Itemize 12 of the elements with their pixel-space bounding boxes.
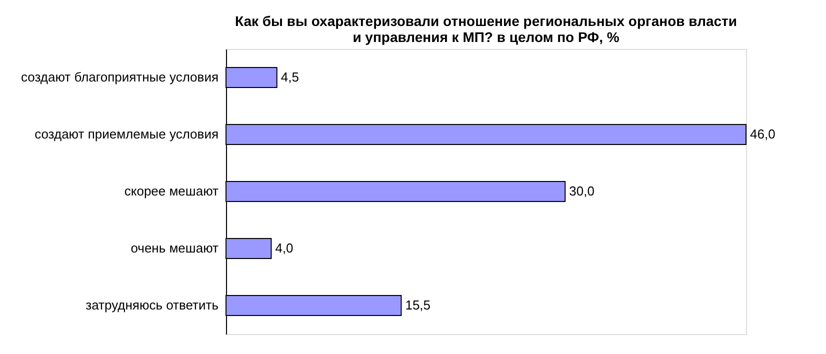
y-tick-label: создают благоприятные условия bbox=[20, 70, 218, 84]
y-tick-label: создают приемлемые условия bbox=[34, 126, 218, 142]
data-label: 46,0 bbox=[750, 126, 776, 142]
y-tick-label: скорее мешают bbox=[124, 184, 219, 198]
data-label: 4,5 bbox=[280, 70, 299, 84]
text: и управления к МП? в целом по РФ, % bbox=[352, 29, 620, 45]
data-label: 15,5 bbox=[405, 298, 431, 312]
data-label: 30,0 bbox=[569, 184, 594, 198]
text: Как бы вы охарактеризовали отношение региональных органов власти bbox=[234, 13, 738, 29]
y-tick-label: затрудняюсь ответить bbox=[86, 298, 219, 312]
data-label: 4,0 bbox=[275, 240, 294, 256]
y-tick-label: очень мешают bbox=[130, 240, 219, 256]
